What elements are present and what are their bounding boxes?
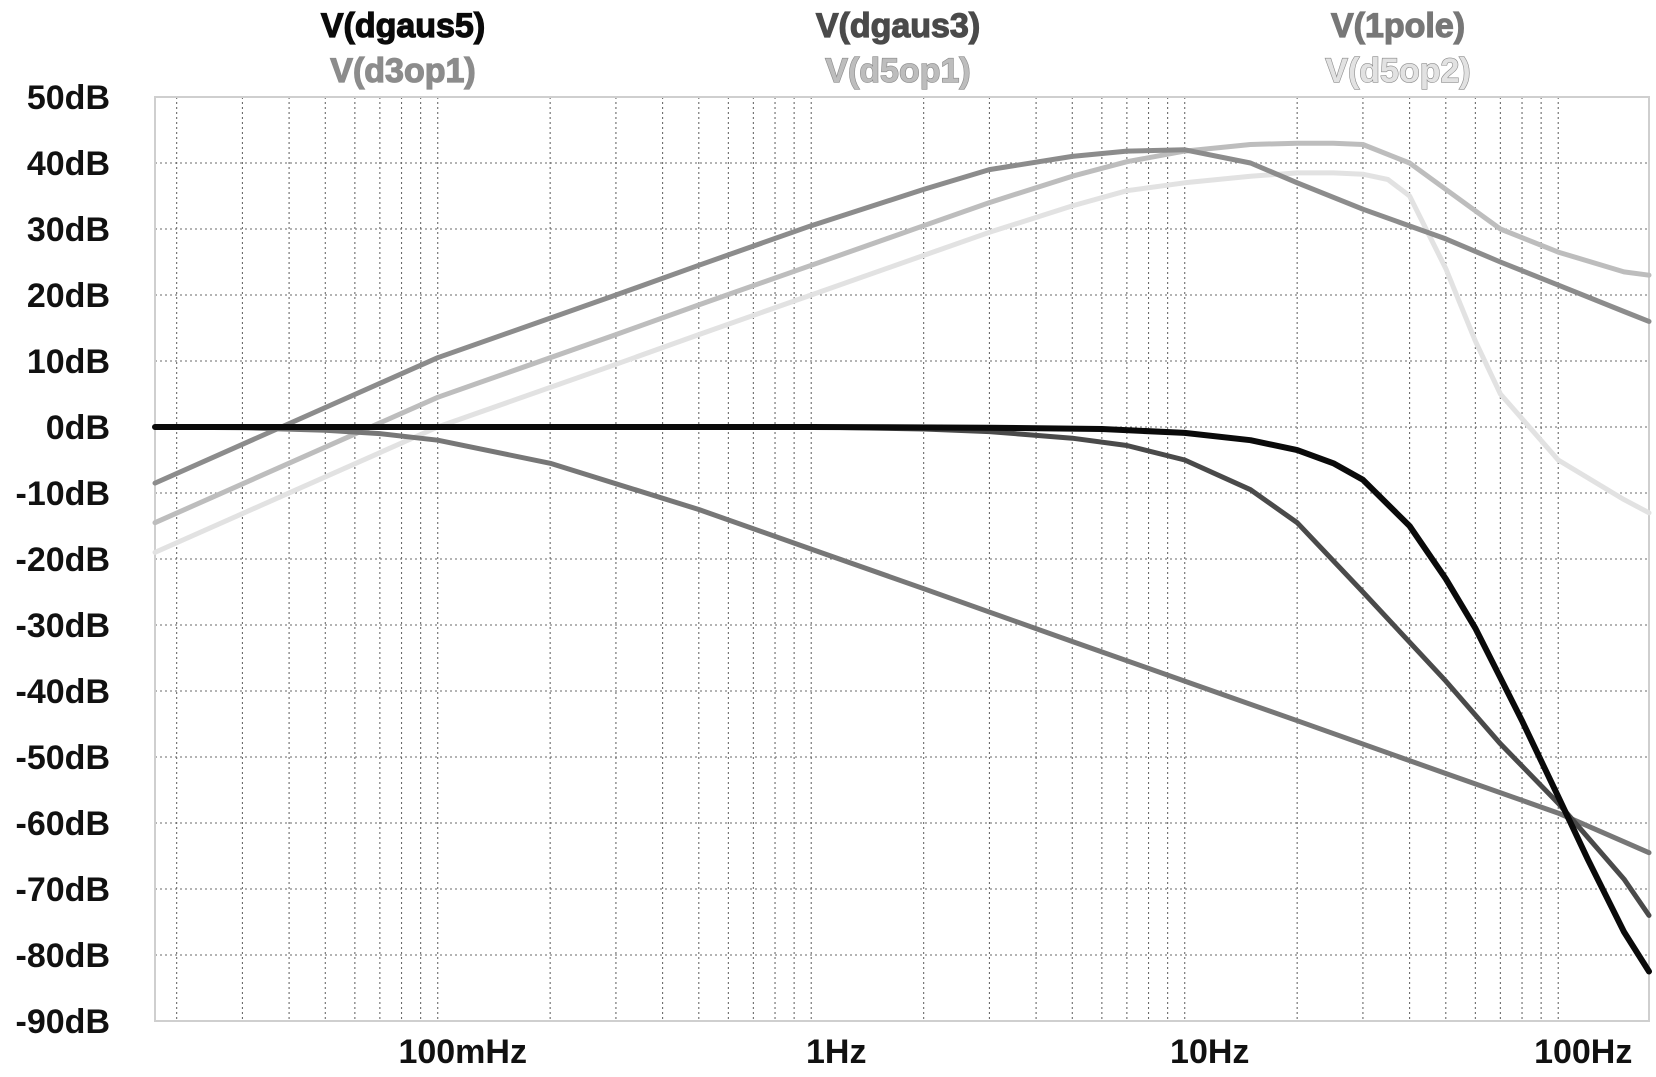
legend-label-vdgaus3: V(dgaus3) xyxy=(816,7,980,45)
y-tick-label: 0dB xyxy=(46,409,110,447)
y-tick-label: 30dB xyxy=(27,211,110,249)
y-tick-label: 20dB xyxy=(27,277,110,315)
legend-label-vd5op1: V(d5op1) xyxy=(825,52,970,90)
legend-label-vdgaus5: V(dgaus5) xyxy=(321,7,485,45)
y-axis-ticks: 50dB 40dB 30dB 20dB 10dB 0dB -10dB -20dB -30dB -4… xyxy=(16,79,110,1041)
x-axis-ticks: 100mHz 1Hz 10Hz 100Hz xyxy=(398,1033,1632,1071)
y-tick-label: 40dB xyxy=(27,145,110,183)
y-tick-label: -60dB xyxy=(16,805,110,843)
y-tick-label: 10dB xyxy=(27,343,110,381)
x-tick-label: 10Hz xyxy=(1170,1033,1249,1071)
series-line-v1pole xyxy=(152,424,1652,856)
legend-label-v1pole: V(1pole) xyxy=(1331,7,1465,45)
y-tick-label: -70dB xyxy=(16,871,110,909)
x-tick-label: 100mHz xyxy=(398,1033,527,1071)
series-line-vd5op1 xyxy=(152,140,1652,526)
x-tick-label: 1Hz xyxy=(806,1033,866,1071)
series-line-vd3op1 xyxy=(152,147,1652,486)
y-tick-label: -30dB xyxy=(16,607,110,645)
plot-frame xyxy=(154,96,1650,1022)
legend-label-vd3op1: V(d3op1) xyxy=(330,52,475,90)
x-tick-label: 100Hz xyxy=(1534,1033,1632,1071)
series-group xyxy=(152,140,1652,975)
y-tick-label: 50dB xyxy=(27,79,110,117)
y-tick-label: -40dB xyxy=(16,673,110,711)
legend: V(dgaus5) V(d3op1) V(dgaus3) V(d5op1) V(1pol… xyxy=(320,6,1471,90)
y-tick-label: -10dB xyxy=(16,475,110,513)
y-tick-label: -80dB xyxy=(16,937,110,975)
y-tick-label: -20dB xyxy=(16,541,110,579)
y-tick-label: -90dB xyxy=(16,1003,110,1041)
legend-label-vd5op2: V(d5op2) xyxy=(1325,52,1470,90)
y-tick-label: -50dB xyxy=(16,739,110,777)
series-line-vdgaus3 xyxy=(152,424,1652,918)
series-line-vdgaus5 xyxy=(152,424,1652,975)
